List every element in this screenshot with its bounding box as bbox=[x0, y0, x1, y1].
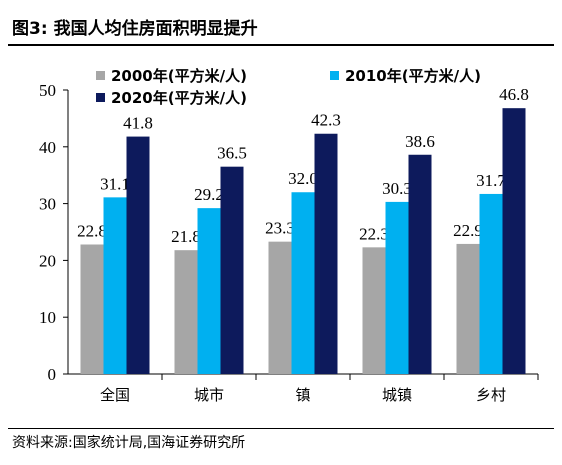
data-label: 22.8 bbox=[77, 221, 107, 240]
legend-swatch-2020 bbox=[96, 92, 105, 102]
data-label: 22.9 bbox=[453, 221, 483, 240]
data-label: 38.6 bbox=[405, 132, 435, 151]
legend-label-2000: 2000年(平方米/人) bbox=[111, 66, 247, 85]
figure-label: 图3: bbox=[12, 18, 48, 39]
bar bbox=[268, 241, 292, 374]
bar bbox=[80, 244, 104, 374]
data-label: 32.0 bbox=[288, 169, 318, 188]
source-note: 资料来源:国家统计局,国海证券研究所 bbox=[12, 435, 246, 451]
y-tick-label: 40 bbox=[39, 138, 56, 157]
data-label: 41.8 bbox=[123, 114, 153, 133]
bar bbox=[174, 250, 198, 374]
bar bbox=[220, 166, 244, 374]
bar bbox=[314, 133, 338, 374]
chart-legend-right: 2010年(平方米/人) bbox=[330, 64, 481, 86]
chart-legend: 2000年(平方米/人) 2020年(平方米/人) bbox=[96, 64, 247, 108]
bar bbox=[408, 154, 432, 374]
bar bbox=[385, 201, 409, 374]
legend-item-2010: 2010年(平方米/人) bbox=[330, 64, 481, 86]
data-label: 22.3 bbox=[359, 224, 389, 243]
data-label: 30.3 bbox=[382, 179, 412, 198]
bar bbox=[479, 193, 503, 374]
data-label: 36.5 bbox=[217, 144, 247, 163]
data-label: 31.1 bbox=[100, 174, 130, 193]
legend-swatch-2000 bbox=[96, 70, 105, 80]
y-tick-label: 10 bbox=[39, 308, 56, 327]
bar bbox=[502, 108, 526, 375]
x-category-label: 镇 bbox=[295, 386, 310, 404]
data-label: 42.3 bbox=[311, 111, 341, 130]
bar bbox=[103, 197, 127, 374]
data-label: 23.3 bbox=[265, 219, 295, 238]
title-divider bbox=[8, 44, 554, 46]
y-tick-label: 20 bbox=[39, 251, 56, 270]
chart-title: 我国人均住房面积明显提升 bbox=[53, 18, 258, 39]
x-category-label: 乡村 bbox=[476, 386, 506, 404]
data-label: 29.2 bbox=[194, 185, 224, 204]
y-tick-label: 30 bbox=[39, 195, 56, 214]
footer-divider bbox=[8, 428, 554, 429]
bar bbox=[362, 247, 386, 374]
legend-label-2010: 2010年(平方米/人) bbox=[345, 66, 481, 85]
y-tick-label: 50 bbox=[39, 81, 56, 100]
legend-item-2000: 2000年(平方米/人) bbox=[96, 64, 247, 86]
legend-item-2020: 2020年(平方米/人) bbox=[96, 86, 247, 108]
bar bbox=[197, 208, 221, 374]
data-label: 31.7 bbox=[476, 171, 506, 190]
x-category-label: 全国 bbox=[100, 386, 130, 404]
chart-title-row: 图3: 我国人均住房面积明显提升 bbox=[12, 12, 258, 40]
bar bbox=[456, 243, 480, 374]
bar bbox=[291, 192, 315, 374]
y-tick-label: 0 bbox=[48, 365, 57, 384]
legend-swatch-2010 bbox=[330, 70, 339, 80]
data-label: 46.8 bbox=[499, 85, 529, 104]
x-category-label: 城市 bbox=[194, 386, 224, 404]
data-label: 21.8 bbox=[171, 227, 201, 246]
legend-label-2020: 2020年(平方米/人) bbox=[111, 88, 247, 107]
x-category-label: 城镇 bbox=[382, 386, 412, 404]
bar bbox=[126, 136, 150, 374]
